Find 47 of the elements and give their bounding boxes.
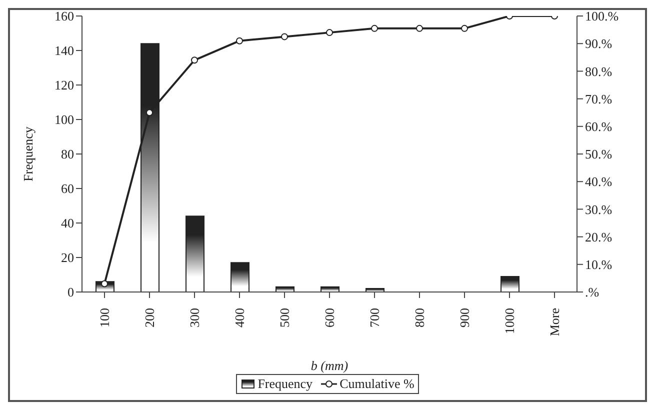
legend-label: Frequency	[258, 376, 313, 392]
x-tick-label: 800	[412, 308, 427, 328]
y-tick-label: 20	[61, 250, 74, 266]
x-tick-label: 400	[232, 308, 247, 328]
y2-tick-label: 50.%	[585, 146, 612, 162]
y2-tick-label: 30.%	[585, 202, 612, 217]
y-tick-label: 160	[54, 8, 74, 24]
bar	[366, 288, 384, 292]
x-tick-label: 100	[97, 308, 112, 328]
y-tick-label: 100	[54, 112, 74, 128]
x-tick-label: 900	[457, 308, 472, 328]
x-tick-label: 700	[367, 308, 382, 328]
y2-tick-label: 100.%	[585, 8, 619, 24]
legend-label: Cumulative %	[340, 376, 414, 392]
bar	[186, 216, 204, 292]
y2-tick-label: 10.%	[585, 257, 612, 272]
point	[326, 29, 333, 36]
y2-tick-label: .%	[585, 284, 600, 300]
y-tick-label: 120	[54, 78, 74, 93]
y2-tick-label: 60.%	[585, 119, 612, 134]
point	[416, 24, 423, 32]
y2-tick-label: 80.%	[585, 64, 612, 79]
y2-tick-label: 20.%	[585, 229, 612, 244]
point	[236, 37, 243, 44]
x-tick-label: 500	[277, 308, 292, 328]
y-tick-label: 40	[61, 216, 74, 231]
bar	[500, 276, 520, 292]
y-tick-label: 140	[54, 43, 74, 58]
x-axis-title: b (mm)	[310, 358, 348, 373]
x-tick-label: More	[547, 308, 562, 336]
point	[146, 109, 153, 116]
x-tick-label: 300	[187, 308, 202, 328]
x-tick-label: 200	[142, 308, 157, 328]
y2-tick-label: 70.%	[585, 91, 612, 106]
point	[191, 56, 198, 64]
y2-tick-label: 90.%	[585, 36, 612, 52]
x-tick-label: 1000	[502, 308, 517, 334]
y-axis-title: Frequency	[20, 126, 36, 182]
point	[371, 24, 378, 32]
y-tick-label: 80	[61, 146, 74, 162]
y-tick-label: 0	[68, 284, 74, 300]
bar	[230, 262, 250, 292]
x-tick-label: 600	[322, 308, 337, 328]
point	[461, 24, 468, 32]
y-tick-label: 60	[61, 181, 74, 196]
y2-tick-label: 40.%	[585, 174, 612, 190]
point	[281, 33, 288, 40]
